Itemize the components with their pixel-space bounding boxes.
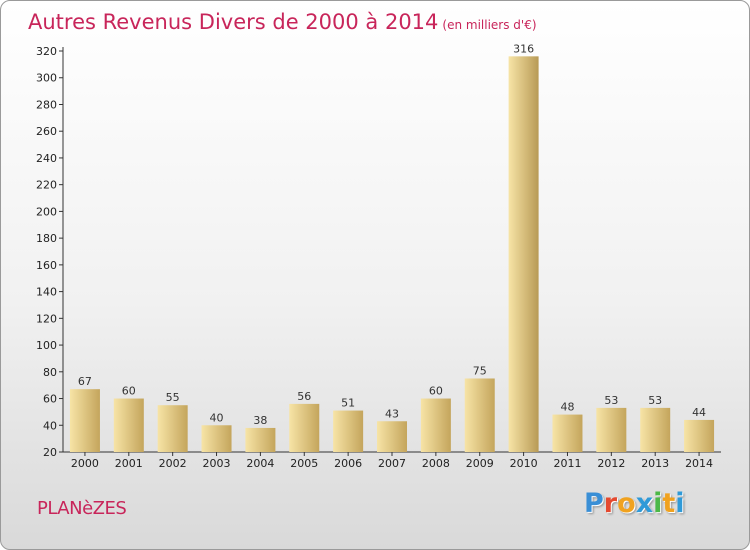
bar-value-label: 60 (122, 385, 136, 398)
y-tick-label: 80 (43, 366, 57, 379)
x-tick-label: 2005 (290, 457, 318, 470)
bar-2006 (333, 410, 364, 452)
bar-2007 (377, 421, 407, 452)
y-tick-label: 280 (36, 98, 57, 111)
x-tick-label: 2011 (553, 457, 581, 470)
x-tick-label: 2003 (203, 457, 231, 470)
x-tick-label: 2007 (378, 457, 406, 470)
y-tick-label: 180 (36, 232, 57, 245)
bar-value-label: 67 (78, 375, 92, 388)
bar-value-label: 40 (210, 411, 224, 424)
x-tick-label: 2001 (115, 457, 143, 470)
x-tick-label: 2014 (685, 457, 713, 470)
x-tick-label: 2004 (246, 457, 274, 470)
commune-name: PLANèZES (37, 498, 127, 519)
bar-value-label: 48 (560, 401, 574, 414)
logo-letter: t (662, 488, 676, 519)
y-tick-label: 160 (36, 259, 57, 272)
x-tick-label: 2013 (641, 457, 669, 470)
y-tick-label: 120 (36, 312, 57, 325)
y-tick-label: 260 (36, 125, 57, 138)
x-tick-label: 2006 (334, 457, 362, 470)
bar-value-label: 55 (166, 391, 180, 404)
bar-value-label: 43 (385, 407, 399, 420)
title-text: Autres Revenus Divers de 2000 à 2014 (28, 10, 439, 34)
bar-value-label: 53 (648, 394, 662, 407)
chart-title: Autres Revenus Divers de 2000 à 2014 (en … (28, 10, 537, 34)
y-tick-label: 100 (36, 339, 57, 352)
y-tick-label: 300 (36, 72, 57, 85)
bar-value-label: 51 (341, 397, 355, 410)
bar-value-label: 56 (297, 390, 311, 403)
bar-value-label: 44 (692, 406, 706, 419)
bar-value-label: 60 (429, 385, 443, 398)
y-tick-label: 240 (36, 152, 57, 165)
bar-2003 (201, 425, 232, 452)
y-tick-label: 140 (36, 286, 57, 299)
bar-2014 (684, 419, 715, 452)
logo-letter: i (653, 488, 663, 519)
bar-2010 (508, 56, 539, 452)
y-tick-label: 20 (43, 446, 57, 459)
logo-letter: i (675, 488, 685, 519)
title-unit: (en milliers d'€) (442, 18, 537, 32)
x-tick-label: 2002 (159, 457, 187, 470)
logo-letter: r (603, 488, 618, 519)
y-tick-label: 320 (36, 45, 57, 58)
bar-2008 (420, 398, 451, 452)
bar-2001 (113, 398, 144, 452)
y-tick-label: 200 (36, 205, 57, 218)
bar-2002 (157, 405, 188, 452)
x-tick-label: 2010 (510, 457, 538, 470)
bar-value-label: 316 (513, 42, 534, 55)
logo-letter: o (617, 488, 636, 519)
x-tick-label: 2008 (422, 457, 450, 470)
logo-letter: x (635, 488, 654, 519)
logo-letter: P (584, 488, 604, 519)
y-tick-label: 60 (43, 393, 57, 406)
bar-2013 (640, 407, 671, 452)
y-tick-label: 220 (36, 179, 57, 192)
bar-2005 (289, 403, 320, 452)
bar-2011 (552, 414, 583, 452)
proxiti-logo: Proxiti (584, 488, 685, 519)
bar-2004 (245, 427, 276, 452)
bar-2012 (596, 407, 627, 452)
x-tick-label: 2000 (71, 457, 99, 470)
bar-2009 (464, 378, 495, 452)
y-tick-label: 40 (43, 419, 57, 432)
x-tick-label: 2009 (466, 457, 494, 470)
bar-value-label: 53 (604, 394, 618, 407)
bar-value-label: 38 (253, 414, 267, 427)
x-tick-label: 2012 (597, 457, 625, 470)
bar-2000 (69, 389, 100, 452)
bar-value-label: 75 (473, 364, 487, 377)
